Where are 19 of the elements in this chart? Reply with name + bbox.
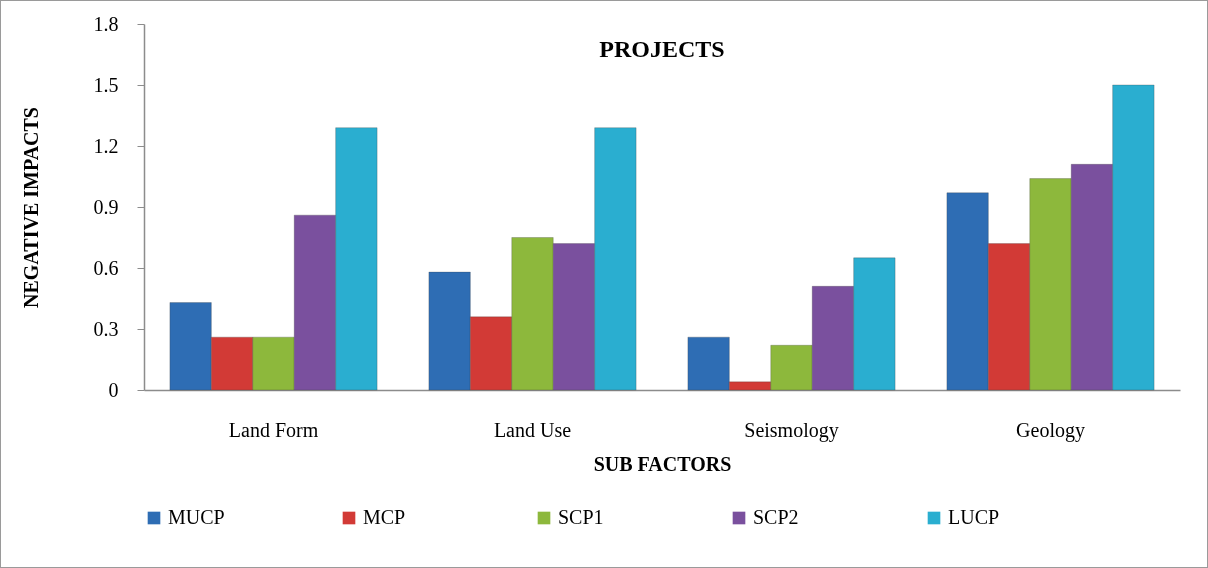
legend-label: SCP2 [753,506,799,528]
legend-label: MUCP [168,506,225,528]
y-tick-label: 0 [108,378,119,401]
y-tick-label: 1.8 [93,12,119,35]
x-axis-title: SUB FACTORS [593,452,732,475]
y-tick-label: 0.6 [93,256,119,279]
y-tick-label: 0.3 [93,317,119,340]
y-tick-label: 1.2 [93,134,119,157]
y-tick-label: 0.9 [93,195,119,218]
x-tick-label: Seismology [744,418,839,442]
y-axis-title: NEGATIVE IMPACTS [19,107,42,308]
legend-label: MCP [363,506,406,528]
legend-label: LUCP [948,506,1000,528]
x-tick-label: Geology [1016,418,1085,442]
x-tick-label: Land Form [228,418,319,441]
text: PROJECTS [599,36,725,62]
legend-label: SCP1 [558,506,604,528]
y-tick-label: 1.5 [93,73,119,96]
x-tick-label: Land Use [493,418,572,441]
